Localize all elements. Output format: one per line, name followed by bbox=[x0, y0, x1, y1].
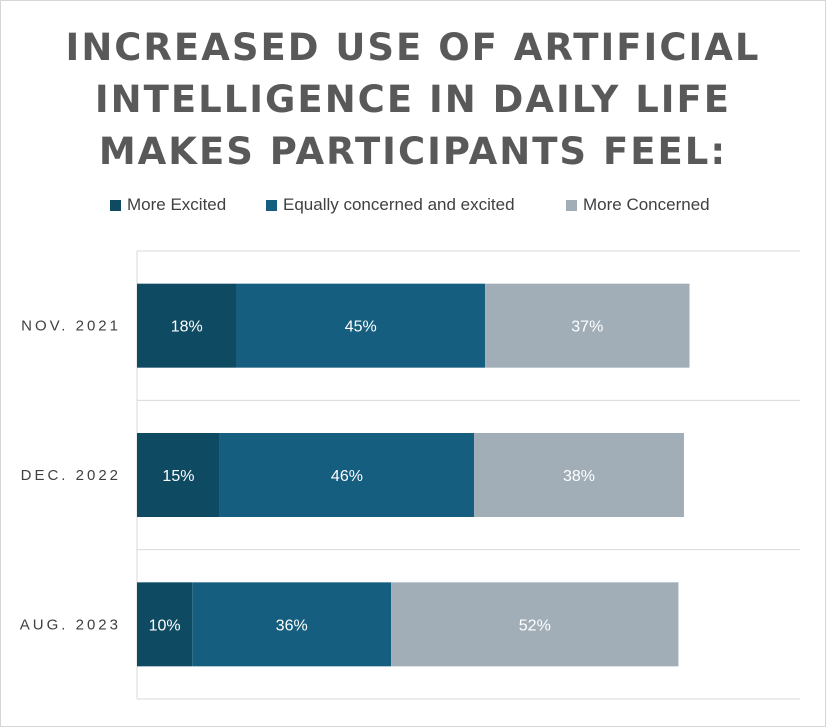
bar-segment bbox=[391, 582, 679, 667]
data-label: 45% bbox=[345, 319, 377, 336]
bar-segment bbox=[474, 433, 684, 517]
data-label: 46% bbox=[331, 468, 363, 485]
chart-legend: More Excited Equally concerned and excit… bbox=[0, 195, 826, 217]
bar-segment bbox=[236, 283, 486, 368]
data-label: 37% bbox=[571, 319, 603, 336]
category-label: AUG. 2023 bbox=[20, 616, 121, 633]
bar-segment bbox=[485, 283, 690, 368]
title-line-3: MAKES PARTICIPANTS FEEL: bbox=[98, 130, 728, 173]
legend-item-more-excited: More Excited bbox=[110, 195, 226, 215]
bar-segment bbox=[137, 283, 237, 368]
chart-title: INCREASED USE OF ARTIFICIAL INTELLIGENCE… bbox=[0, 22, 826, 178]
legend-item-equally-concerned: Equally concerned and excited bbox=[266, 195, 515, 215]
bar-segment bbox=[192, 582, 392, 667]
legend-swatch-more-excited bbox=[110, 199, 121, 211]
legend-label-equally-concerned: Equally concerned and excited bbox=[283, 195, 515, 214]
data-label: 38% bbox=[563, 468, 595, 485]
data-label: 15% bbox=[162, 468, 194, 485]
legend-swatch-equally-concerned bbox=[266, 199, 277, 211]
title-line-2: INTELLIGENCE IN DAILY LIFE bbox=[94, 78, 732, 121]
legend-label-more-concerned: More Concerned bbox=[583, 195, 710, 214]
data-label: 18% bbox=[171, 319, 203, 336]
bar-segment bbox=[137, 582, 193, 667]
legend-item-more-concerned: More Concerned bbox=[566, 195, 710, 215]
title-line-1: INCREASED USE OF ARTIFICIAL bbox=[65, 26, 761, 69]
category-label: NOV. 2021 bbox=[21, 318, 121, 335]
legend-swatch-more-concerned bbox=[566, 199, 577, 211]
category-label: DEC. 2022 bbox=[21, 467, 121, 484]
bar-segment bbox=[137, 433, 220, 517]
data-label: 52% bbox=[519, 617, 551, 634]
data-label: 10% bbox=[149, 617, 181, 634]
legend-label-more-excited: More Excited bbox=[127, 195, 227, 214]
data-label: 36% bbox=[276, 617, 308, 634]
bar-segment bbox=[219, 433, 475, 517]
